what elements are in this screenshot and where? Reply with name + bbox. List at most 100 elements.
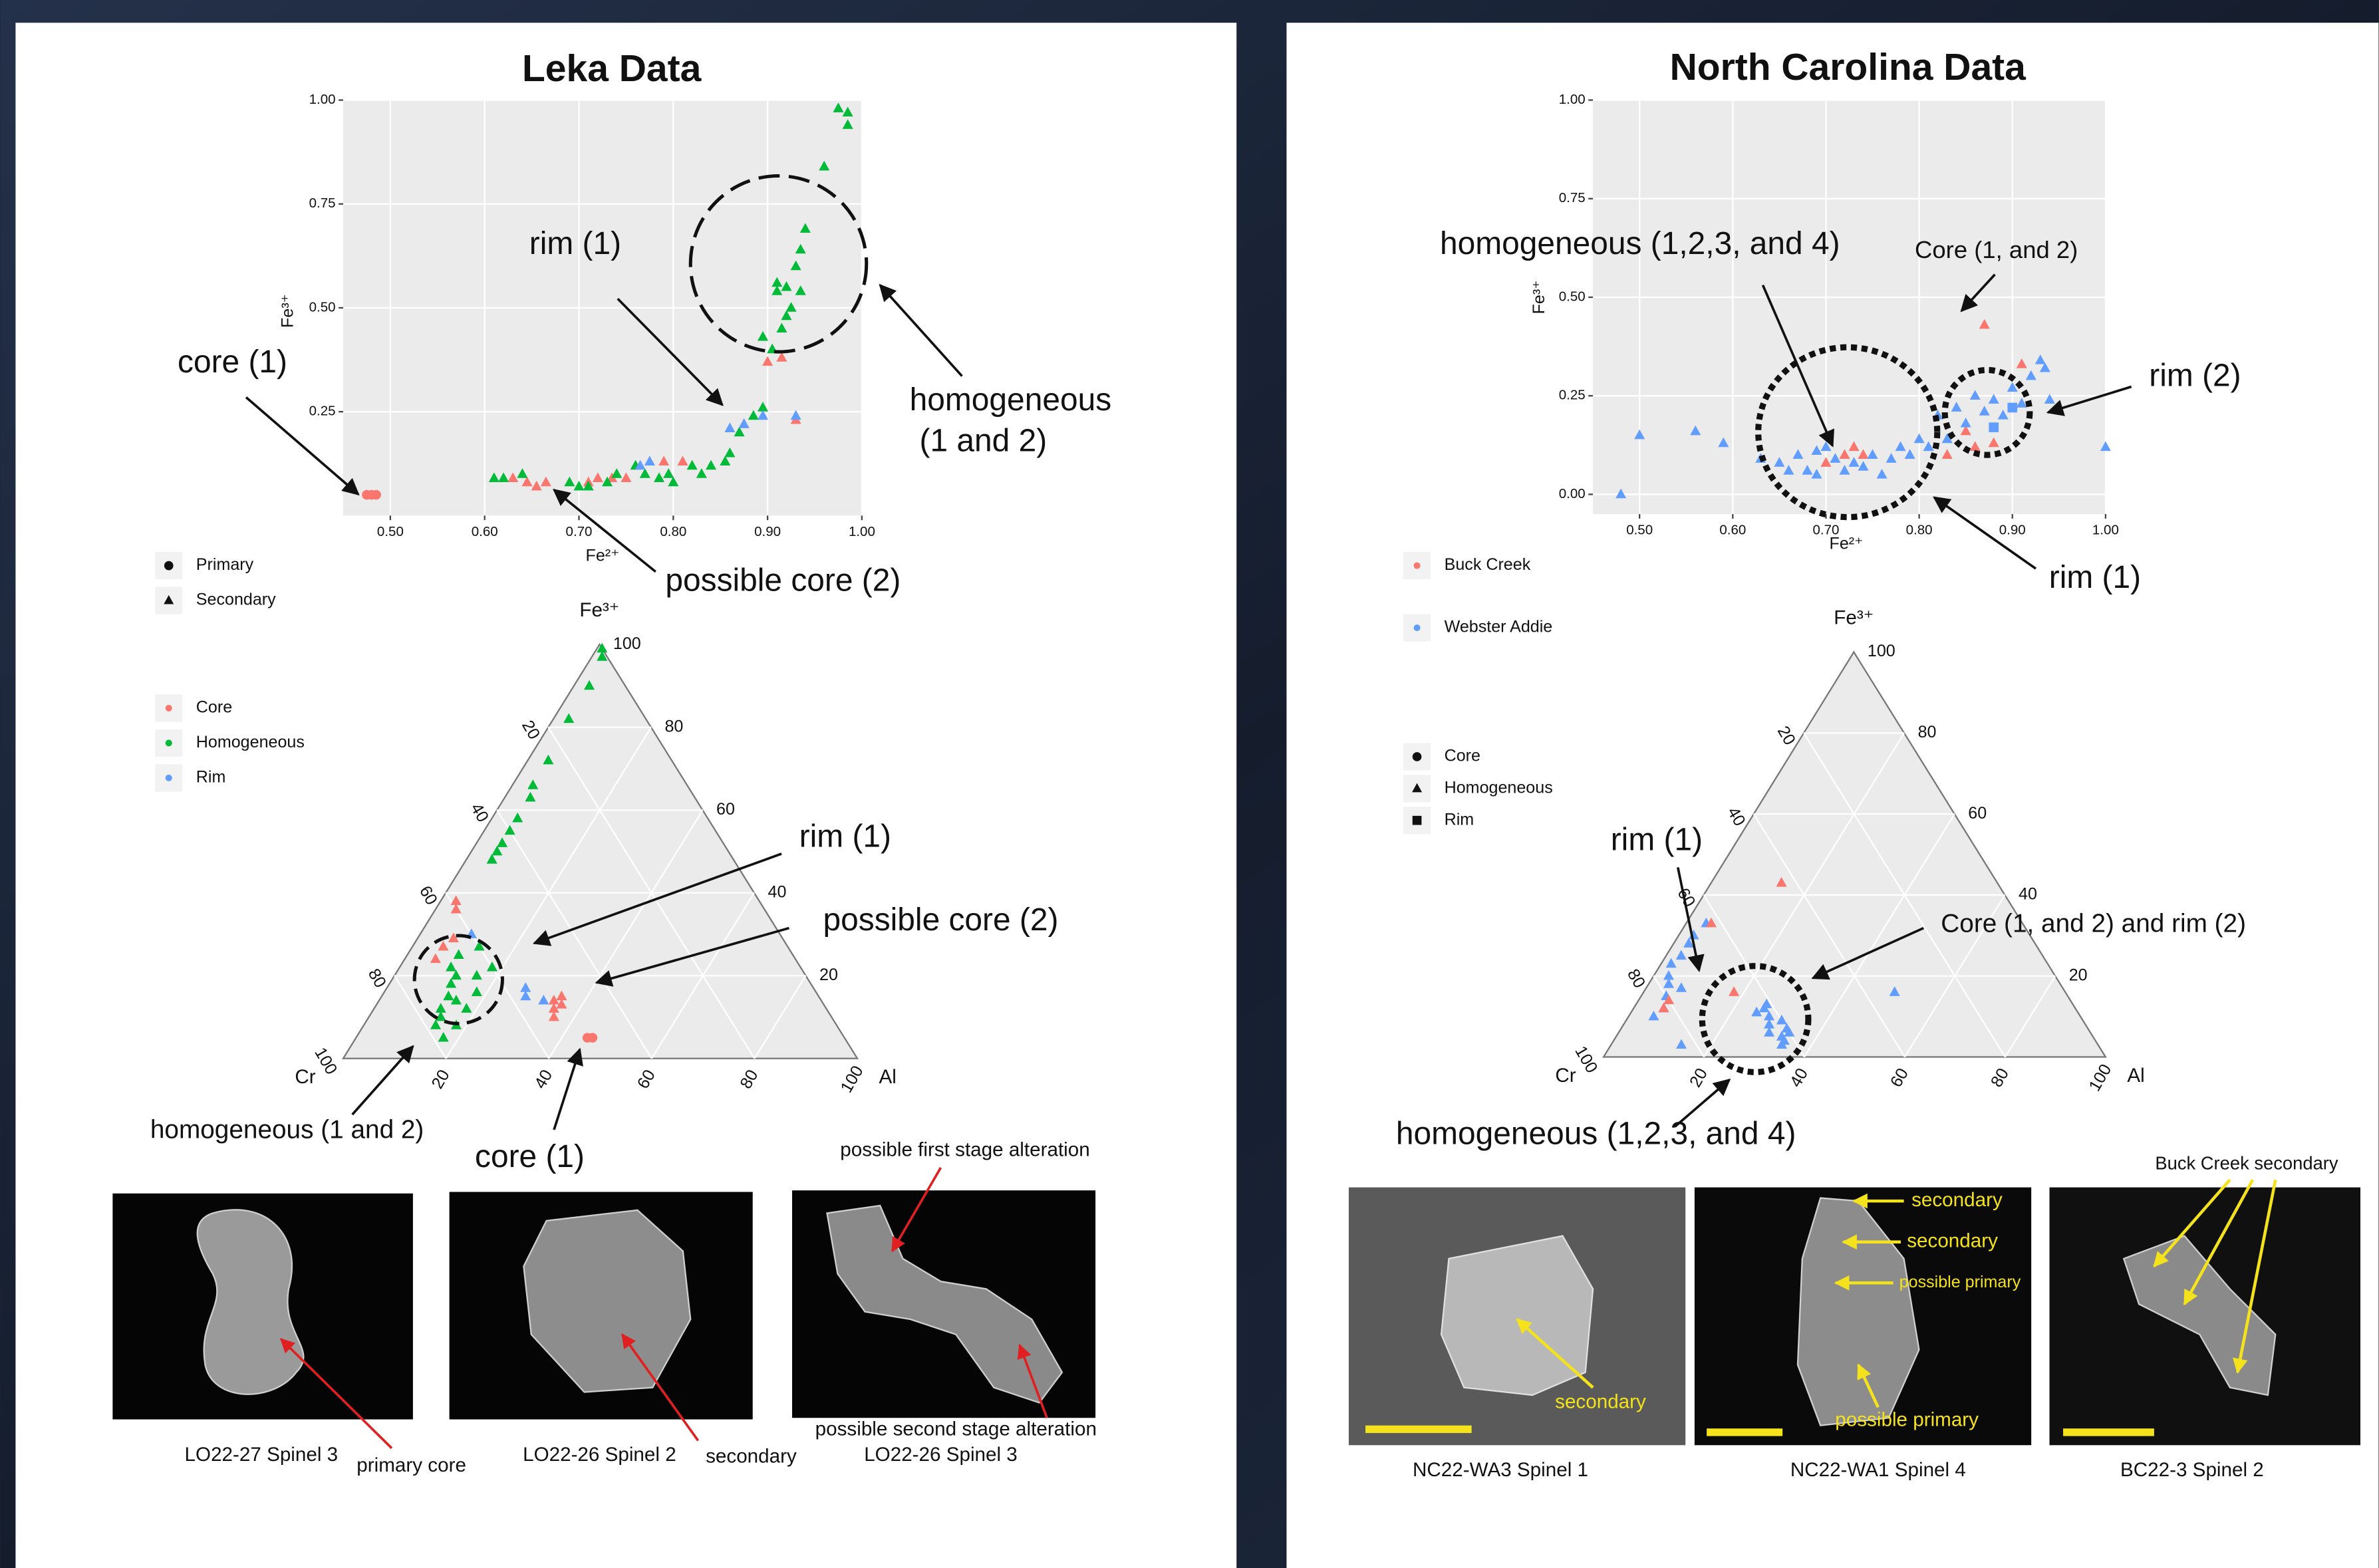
annotation: rim (1): [1611, 822, 1703, 857]
annotation: possible core (2): [665, 563, 901, 598]
tick-label: 100: [613, 634, 641, 653]
y-tick-label: 0.75: [1559, 190, 1586, 205]
tick-label: 20: [2069, 966, 2088, 984]
point: [371, 490, 381, 500]
panel-title: Leka Data: [522, 47, 702, 90]
photo-label: primary core: [356, 1454, 466, 1476]
x-tick-label: 0.50: [377, 524, 404, 539]
x-axis-label: Fe²⁺: [1830, 534, 1864, 553]
y-tick-label: 1.00: [1559, 92, 1586, 107]
annotation: rim (1): [529, 226, 621, 261]
scale-bar: [1365, 1426, 1472, 1433]
x-tick-label: 0.50: [1626, 523, 1653, 538]
photos: NC22-WA3 Spinel 1 NC22-WA1 Spinel 4 BC22…: [1349, 1153, 2360, 1481]
x-tick-label: 0.90: [754, 524, 781, 539]
y-axis-label: Fe³⁺: [1530, 281, 1548, 315]
vertex-label: Al: [2127, 1065, 2144, 1087]
page: {"panels":[ {"title":"Leka Data","photos…: [0, 0, 2379, 1568]
poster: Leka Data North Carolina Data 0.25 0.50 0.…: [0, 0, 2379, 1568]
legend-marker: [166, 705, 172, 712]
y-tick-label: 0.00: [1559, 486, 1586, 501]
legend-marker: [1414, 563, 1421, 569]
point: [1989, 422, 1999, 432]
x-tick-label: 0.80: [1906, 523, 1933, 538]
legend-label: Buck Creek: [1445, 555, 1531, 574]
photo-caption: LO22-26 Spinel 3: [864, 1444, 1018, 1466]
photo-label: secondary: [706, 1445, 797, 1467]
vertex-label: Fe³⁺: [579, 599, 619, 621]
legend-label: Secondary: [196, 590, 276, 609]
x-axis-label: Fe²⁺: [586, 547, 620, 565]
point: [2007, 403, 2017, 413]
legend-label: Core: [196, 698, 232, 717]
annotation: rim (2): [2149, 358, 2241, 393]
vertex-label: Cr: [295, 1066, 315, 1088]
y-tick-label: 0.50: [309, 299, 336, 315]
annotation: possible core (2): [823, 902, 1059, 938]
annotation: Core (1, and 2): [1915, 236, 2078, 263]
annotation: core (1): [475, 1139, 585, 1174]
photo-label: Buck Creek secondary: [2155, 1153, 2338, 1174]
legend-marker: [1414, 624, 1421, 631]
panel-title: North Carolina Data: [1670, 46, 2027, 88]
tick-label: 80: [664, 717, 683, 735]
tick-label: 40: [768, 882, 787, 901]
y-axis-label: Fe³⁺: [279, 294, 297, 328]
photo-label: possible first stage alteration: [840, 1139, 1089, 1161]
y-tick-label: 0.25: [309, 404, 336, 419]
annotation: core (1): [178, 344, 287, 380]
photo-caption: NC22-WA1 Spinel 4: [1790, 1459, 1966, 1481]
legend-marker: [166, 775, 172, 781]
vertex-label: Cr: [1555, 1065, 1576, 1087]
photo-label: secondary: [1555, 1390, 1646, 1412]
scale-bar: [2063, 1428, 2154, 1436]
x-tick-label: 0.70: [566, 524, 593, 539]
tick-label: 40: [2019, 885, 2037, 904]
tick-label: 60: [1968, 804, 1987, 823]
annotation: homogeneous (1,2,3, and 4): [1396, 1116, 1796, 1152]
tick-label: 100: [1868, 642, 1895, 660]
x-tick-label: 1.00: [2092, 523, 2119, 538]
photo-label: possible primary: [1835, 1409, 1979, 1431]
legend-label: Homogeneous: [196, 733, 305, 751]
x-tick-label: 0.60: [1719, 523, 1746, 538]
scale-bar: [1707, 1428, 1782, 1436]
photo-caption: BC22-3 Spinel 2: [2120, 1459, 2264, 1481]
vertex-label: Fe³⁺: [1834, 606, 1874, 628]
y-tick-label: 0.75: [309, 196, 336, 211]
point: [588, 1033, 598, 1043]
photo-label: possible primary: [1899, 1273, 2021, 1291]
photo-label: possible second stage alteration: [815, 1418, 1097, 1440]
legend-marker: [166, 739, 172, 746]
photo-label: secondary: [1907, 1230, 1998, 1252]
x-tick-label: 0.60: [472, 524, 498, 539]
y-tick-label: 1.00: [309, 92, 336, 107]
legend-marker: [1413, 752, 1422, 761]
x-tick-label: 1.00: [849, 524, 875, 539]
plot-background: [1593, 100, 2106, 515]
tick-label: 20: [819, 966, 838, 984]
x-tick-label: 0.80: [660, 524, 686, 539]
legend-marker: [164, 561, 174, 571]
x-tick-label: 0.90: [1999, 523, 2026, 538]
photo-label: secondary: [1911, 1189, 2003, 1211]
annotation: rim (1): [2049, 560, 2141, 595]
annotation: homogeneous (1,2,3, and 4): [1440, 226, 1840, 261]
legend-label: Rim: [196, 768, 226, 787]
photo-caption: NC22-WA3 Spinel 1: [1413, 1459, 1588, 1481]
legend-label: Rim: [1445, 810, 1474, 829]
annotation: homogeneous (1 and 2): [150, 1115, 424, 1144]
vertex-label: Al: [879, 1066, 897, 1088]
legend-label: Primary: [196, 555, 254, 574]
legend-label: Webster Addie: [1445, 618, 1553, 636]
legend-label: Core: [1445, 747, 1480, 765]
photo-caption: LO22-26 Spinel 2: [523, 1444, 676, 1466]
tick-label: 80: [1918, 723, 1937, 741]
annotation: rim (1): [799, 819, 891, 854]
photo-caption: LO22-27 Spinel 3: [185, 1444, 339, 1466]
legend-marker: [1413, 816, 1422, 825]
y-tick-label: 0.50: [1559, 289, 1586, 304]
annotation: homogeneous: [910, 382, 1111, 418]
annotation: Core (1, and 2) and rim (2): [1941, 909, 2246, 938]
legend-label: Homogeneous: [1445, 778, 1553, 797]
